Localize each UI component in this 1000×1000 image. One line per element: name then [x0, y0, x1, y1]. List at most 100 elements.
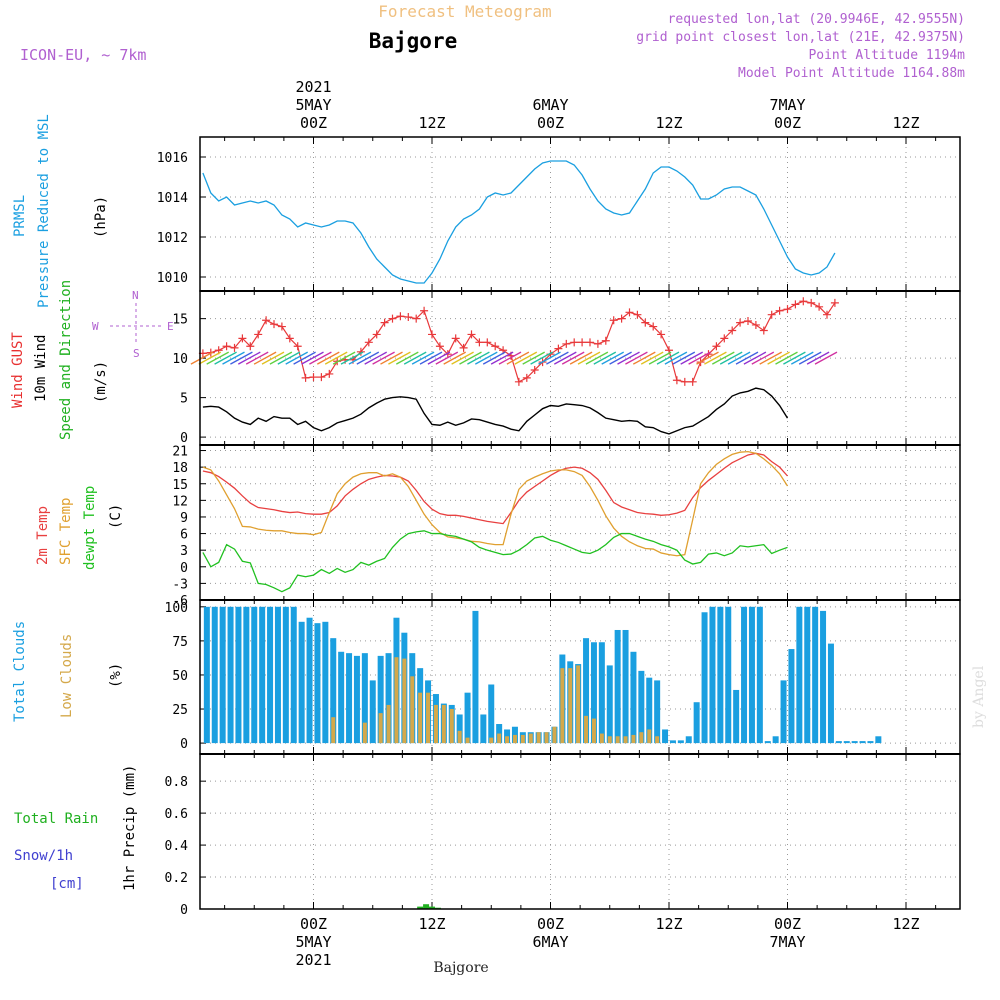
gust-marker: [728, 326, 737, 335]
gust-marker: [759, 326, 768, 335]
top-time-label: 7MAY: [769, 96, 805, 114]
y-tick-label: 1012: [157, 231, 188, 246]
gust-marker: [238, 334, 247, 343]
gust-marker: [744, 317, 752, 326]
gust-marker: [736, 318, 745, 327]
total-cloud-bar: [693, 702, 700, 744]
compass-east: E: [167, 320, 174, 333]
y-tick-label: 75: [172, 635, 188, 650]
gust-marker: [823, 310, 831, 319]
gust-marker: [270, 320, 278, 329]
y-tick-label: 18: [172, 461, 188, 476]
total-cloud-bar: [835, 741, 842, 744]
top-time-label: 00Z: [774, 114, 801, 132]
top-time-label: 12Z: [892, 114, 919, 132]
wind-direction-arrow: [680, 351, 704, 365]
gust-marker: [309, 373, 318, 382]
gust-marker: [609, 316, 618, 325]
low-cloud-bar: [505, 736, 510, 744]
wind-direction-arrow: [593, 351, 617, 365]
low-cloud-bar: [536, 732, 541, 744]
total-cloud-bar: [346, 653, 353, 744]
gust-marker: [649, 322, 658, 331]
y-tick-label: 3: [180, 544, 188, 559]
gust-marker: [483, 338, 492, 347]
requested-coords: requested lon,lat (20.9946E, 42.9555N): [668, 12, 965, 27]
gust-marker: [657, 330, 666, 339]
gust-marker: [467, 330, 476, 339]
wind-direction-arrow: [759, 351, 783, 365]
wind-direction-arrow: [727, 351, 751, 365]
total-cloud-bar: [875, 736, 882, 744]
gust-marker: [420, 306, 429, 315]
wind-direction-arrow: [332, 351, 356, 365]
total-cloud-bar: [701, 612, 708, 744]
wind-direction-arrow: [672, 351, 696, 365]
wind-direction-arrow: [530, 351, 553, 365]
total-cloud-bar: [622, 629, 629, 744]
top-time-label: 12Z: [655, 114, 682, 132]
wind-direction-arrow: [443, 351, 467, 365]
location-title: Bajgore: [369, 29, 458, 53]
wind-direction-arrow: [309, 351, 332, 365]
wind-direction-arrow: [743, 351, 767, 365]
low-cloud-bar: [655, 736, 660, 744]
wind-direction-arrow: [490, 351, 514, 365]
wind-direction-arrow: [688, 351, 711, 365]
gust-marker: [799, 297, 808, 306]
total-clouds-label: Total Clouds: [12, 621, 28, 722]
gust-marker: [570, 338, 579, 347]
wind-direction-arrow: [609, 351, 632, 365]
y-tick-label: 0.4: [165, 839, 189, 854]
wind-direction-arrow: [648, 351, 672, 365]
total-cloud-bar: [780, 680, 787, 744]
total-cloud-bar: [290, 606, 297, 744]
gust-marker: [586, 338, 594, 347]
wind-direction-arrow: [253, 351, 277, 365]
bottom-time-label: 12Z: [892, 915, 919, 933]
total-cloud-bar: [314, 623, 321, 744]
top-time-label: 5MAY: [295, 96, 331, 114]
wind-direction-arrow: [735, 351, 759, 365]
y-tick-label: 25: [172, 703, 188, 718]
wind-direction-arrow: [514, 351, 538, 365]
wind-direction-arrow: [751, 351, 775, 365]
sfc-temp-line: [202, 450, 789, 557]
bottom-time-label: 00Z: [300, 915, 327, 933]
compass-north: N: [132, 289, 139, 302]
gust-marker: [277, 322, 286, 331]
gust-marker: [459, 343, 468, 352]
y-tick-label: 0: [180, 737, 188, 752]
total-cloud-bar: [598, 642, 605, 744]
y-tick-label: 0: [180, 431, 188, 446]
low-cloud-bar: [607, 736, 612, 744]
total-cloud-bar: [583, 638, 590, 744]
wind-direction-arrow: [380, 351, 403, 365]
wind-direction-arrow: [372, 351, 395, 365]
wind-direction-arrow: [474, 351, 498, 365]
gust-marker: [262, 316, 271, 325]
total-cloud-bar: [590, 642, 597, 744]
total-cloud-bar: [859, 741, 866, 744]
wind-direction-arrow: [711, 351, 735, 365]
low-cloud-bar: [433, 704, 438, 744]
grid-coords: grid point closest lon,lat (21E, 42.9375…: [636, 30, 965, 45]
gust-marker: [514, 377, 523, 386]
y-tick-label: 6: [180, 528, 188, 543]
dewpt-line: [202, 530, 788, 593]
wind-direction-arrow: [206, 351, 230, 365]
pressure-line: [202, 160, 836, 284]
y-tick-label: 0.6: [165, 807, 188, 822]
plot-area: 1010101210141016051015-6-303691215182102…: [157, 78, 961, 969]
top-time-label: 00Z: [537, 114, 564, 132]
low-cloud-bar: [418, 692, 423, 744]
top-time-label: 00Z: [300, 114, 327, 132]
gust-marker: [775, 306, 784, 315]
total-cloud-bar: [480, 714, 487, 744]
gust-marker: [641, 318, 650, 327]
gust-marker: [680, 377, 689, 386]
wind-direction-arrow: [577, 351, 601, 365]
wind-direction-arrow: [561, 351, 585, 365]
compass-icon: N S W E: [92, 289, 174, 360]
total-cloud-bar: [796, 606, 803, 744]
